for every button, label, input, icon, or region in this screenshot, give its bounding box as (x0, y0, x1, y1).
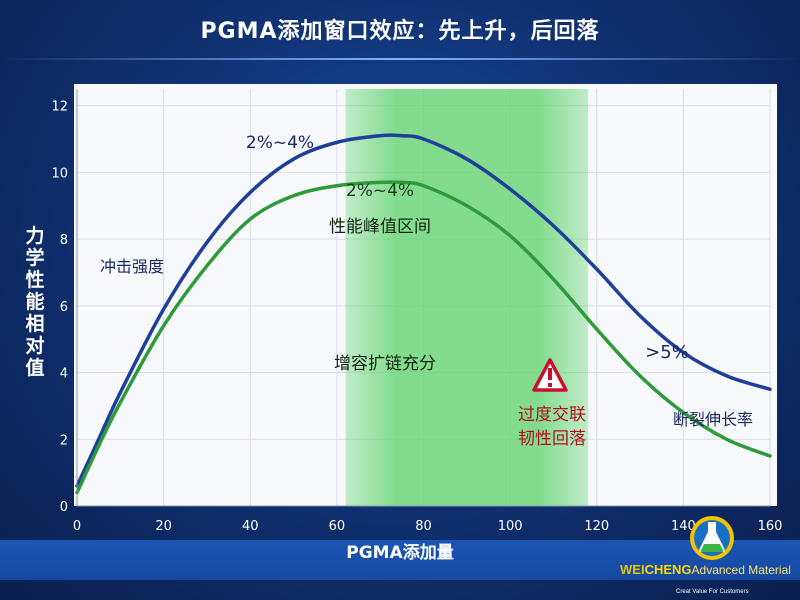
x-tick-label: 60 (329, 519, 346, 534)
x-tick-label: 100 (498, 519, 523, 534)
x-tick-label: 140 (671, 519, 696, 534)
x-tick-label: 160 (758, 519, 783, 534)
over-threshold-label: >5% (645, 342, 689, 363)
band-mechanism-label: 增容扩链充分 (334, 354, 436, 374)
warning-label-line2: 韧性回落 (518, 429, 586, 449)
warning-icon (532, 358, 568, 392)
flask-icon (690, 516, 734, 560)
y-tick-label: 4 (60, 367, 68, 382)
series-line-impact-strength (75, 133, 772, 488)
x-tick-label: 20 (155, 519, 172, 534)
y-tick-label: 8 (60, 233, 68, 248)
peak-label-green: 2%~4% (346, 181, 414, 201)
band-label: 性能峰值区间 (329, 217, 431, 237)
title-underline (0, 58, 800, 60)
brand-part1: WEI (620, 562, 645, 577)
x-tick-label: 0 (73, 519, 81, 534)
brand-logo: WEICHENGAdvanced Material Creat Value Fo… (620, 512, 800, 600)
brand-tagline: Creat Value For Customers (676, 589, 749, 595)
brand-part3: Advanced Material (691, 563, 791, 577)
y-axis-label: 力学性能相对值 (25, 225, 45, 379)
y-tick-label: 6 (60, 300, 68, 315)
x-tick-label: 120 (584, 519, 609, 534)
y-tick-label: 0 (60, 500, 68, 515)
x-axis-label: PGMA添加量 (346, 543, 454, 563)
peak-label-blue: 2%~4% (246, 133, 314, 153)
y-tick-label: 12 (51, 100, 68, 115)
x-tick-label: 80 (415, 519, 432, 534)
x-axis-band (0, 540, 800, 580)
page-title: PGMA添加窗口效应：先上升，后回落 (200, 19, 600, 44)
series-line-elongation (75, 180, 772, 495)
y-tick-label: 2 (60, 433, 68, 448)
series-label-impact: 冲击强度 (100, 257, 164, 276)
brand-name: WEICHENGAdvanced Material (620, 562, 800, 577)
y-tick-label: 10 (51, 166, 68, 181)
warning-label-line1: 过度交联 (518, 405, 586, 425)
brand-part2: CHENG (644, 562, 692, 577)
x-tick-label: 40 (242, 519, 259, 534)
series-label-elongation: 断裂伸长率 (673, 410, 753, 429)
